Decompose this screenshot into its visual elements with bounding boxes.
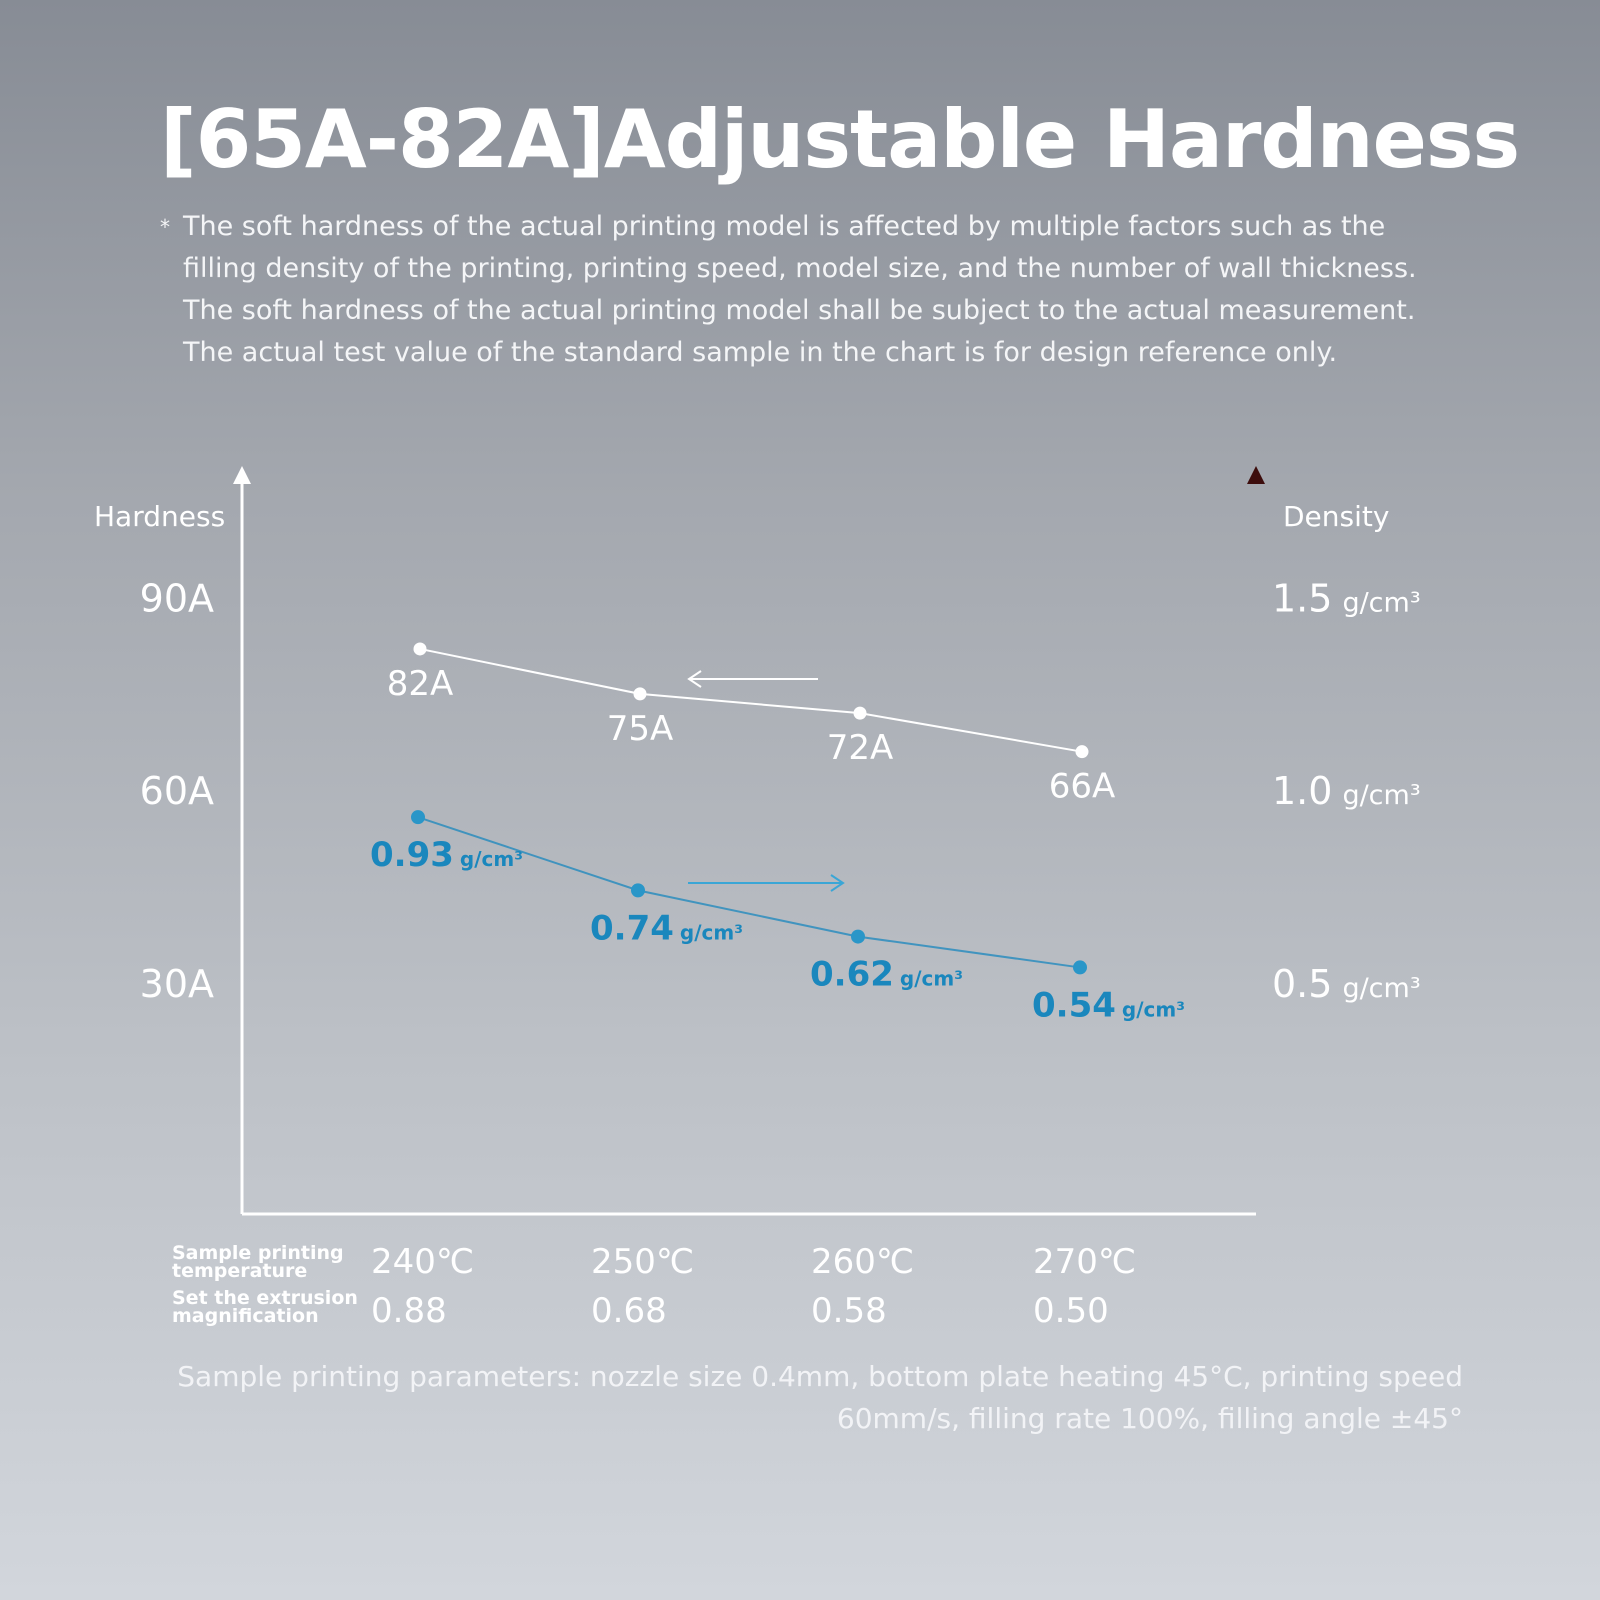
right-tick-unit: g/cm³ [1342,973,1420,1004]
hardness-point [633,687,647,701]
right-axis-ticks: 1.5 g/cm³ 1.0 g/cm³ 0.5 g/cm³ [1272,577,1421,1006]
hardness-data-label: 66A [1049,767,1116,807]
density-point [411,810,425,825]
extrusion-value-label: 0.88 [371,1291,447,1331]
extrusion-row-label-line2: magnification [172,1305,319,1327]
density-value: 0.62 [810,955,894,995]
extrusion-value-label: 0.68 [591,1291,667,1331]
right-tick-value: 0.5 [1272,962,1332,1006]
right-tick-label: 1.5 g/cm³ [1272,577,1421,621]
disclaimer-note: * The soft hardness of the actual printi… [160,206,1430,374]
density-data-label: 0.74 g/cm³ [590,908,743,948]
right-axis-arrow-icon [1247,466,1265,484]
density-unit: g/cm³ [680,920,743,944]
printing-parameters: Sample printing parameters: nozzle size … [177,1360,1463,1435]
density-unit: g/cm³ [1122,997,1185,1021]
hardness-data-label: 75A [607,709,674,749]
temperature-row-label-line2: temperature [172,1260,307,1282]
left-arrowhead-icon [687,670,702,688]
right-tick-unit: g/cm³ [1342,780,1420,811]
right-tick-label: 1.0 g/cm³ [1272,769,1421,813]
x-tick-label: 260℃ [811,1242,914,1282]
density-point [1073,960,1087,975]
x-tick-label: 250℃ [591,1242,694,1282]
density-unit: g/cm³ [900,967,963,991]
hardness-series: 82A 75A 72A 66A [387,642,1116,807]
density-line [417,816,1081,969]
disclaimer-text: The soft hardness of the actual printing… [183,211,1417,368]
right-arrowhead-icon [830,874,845,892]
extrusion-value-label: 0.58 [811,1291,887,1331]
hardness-point [1075,745,1089,759]
density-value: 0.93 [370,835,454,875]
x-tick-label: 240℃ [371,1242,474,1282]
left-tick-label: 90A [140,577,214,621]
left-axis-arrow-icon [233,466,251,484]
density-value: 0.74 [590,908,674,948]
extrusion-value-label: 0.50 [1033,1291,1109,1331]
hardness-line [419,647,1083,753]
right-tick-value: 1.0 [1272,769,1332,813]
hardness-point [853,706,867,720]
left-tick-label: 30A [140,962,214,1006]
hardness-point [413,642,427,656]
left-tick-label: 60A [140,769,214,813]
right-tick-label: 0.5 g/cm³ [1272,962,1421,1006]
density-point [851,929,865,944]
page-title: [65A-82A]Adjustable Hardness [160,93,1520,186]
density-data-label: 0.93 g/cm³ [370,835,523,875]
hardness-data-label: 72A [827,728,894,768]
right-tick-unit: g/cm³ [1342,588,1420,619]
right-axis-title: Density [1283,500,1389,533]
left-axis-ticks: 90A 60A 30A [140,577,214,1006]
left-axis-title: Hardness [94,500,225,533]
density-data-label: 0.62 g/cm³ [810,955,963,995]
extrusion-row-label-line1: Set the extrusion [172,1287,358,1309]
density-value: 0.54 [1032,985,1116,1025]
right-tick-value: 1.5 [1272,577,1332,621]
density-unit: g/cm³ [460,847,523,871]
hardness-data-label: 82A [387,664,454,704]
density-point [631,883,645,898]
density-data-label: 0.54 g/cm³ [1032,985,1185,1025]
asterisk-marker: * [160,215,170,239]
x-tick-label: 270℃ [1033,1242,1136,1282]
temperature-row-label-line1: Sample printing [172,1242,344,1264]
